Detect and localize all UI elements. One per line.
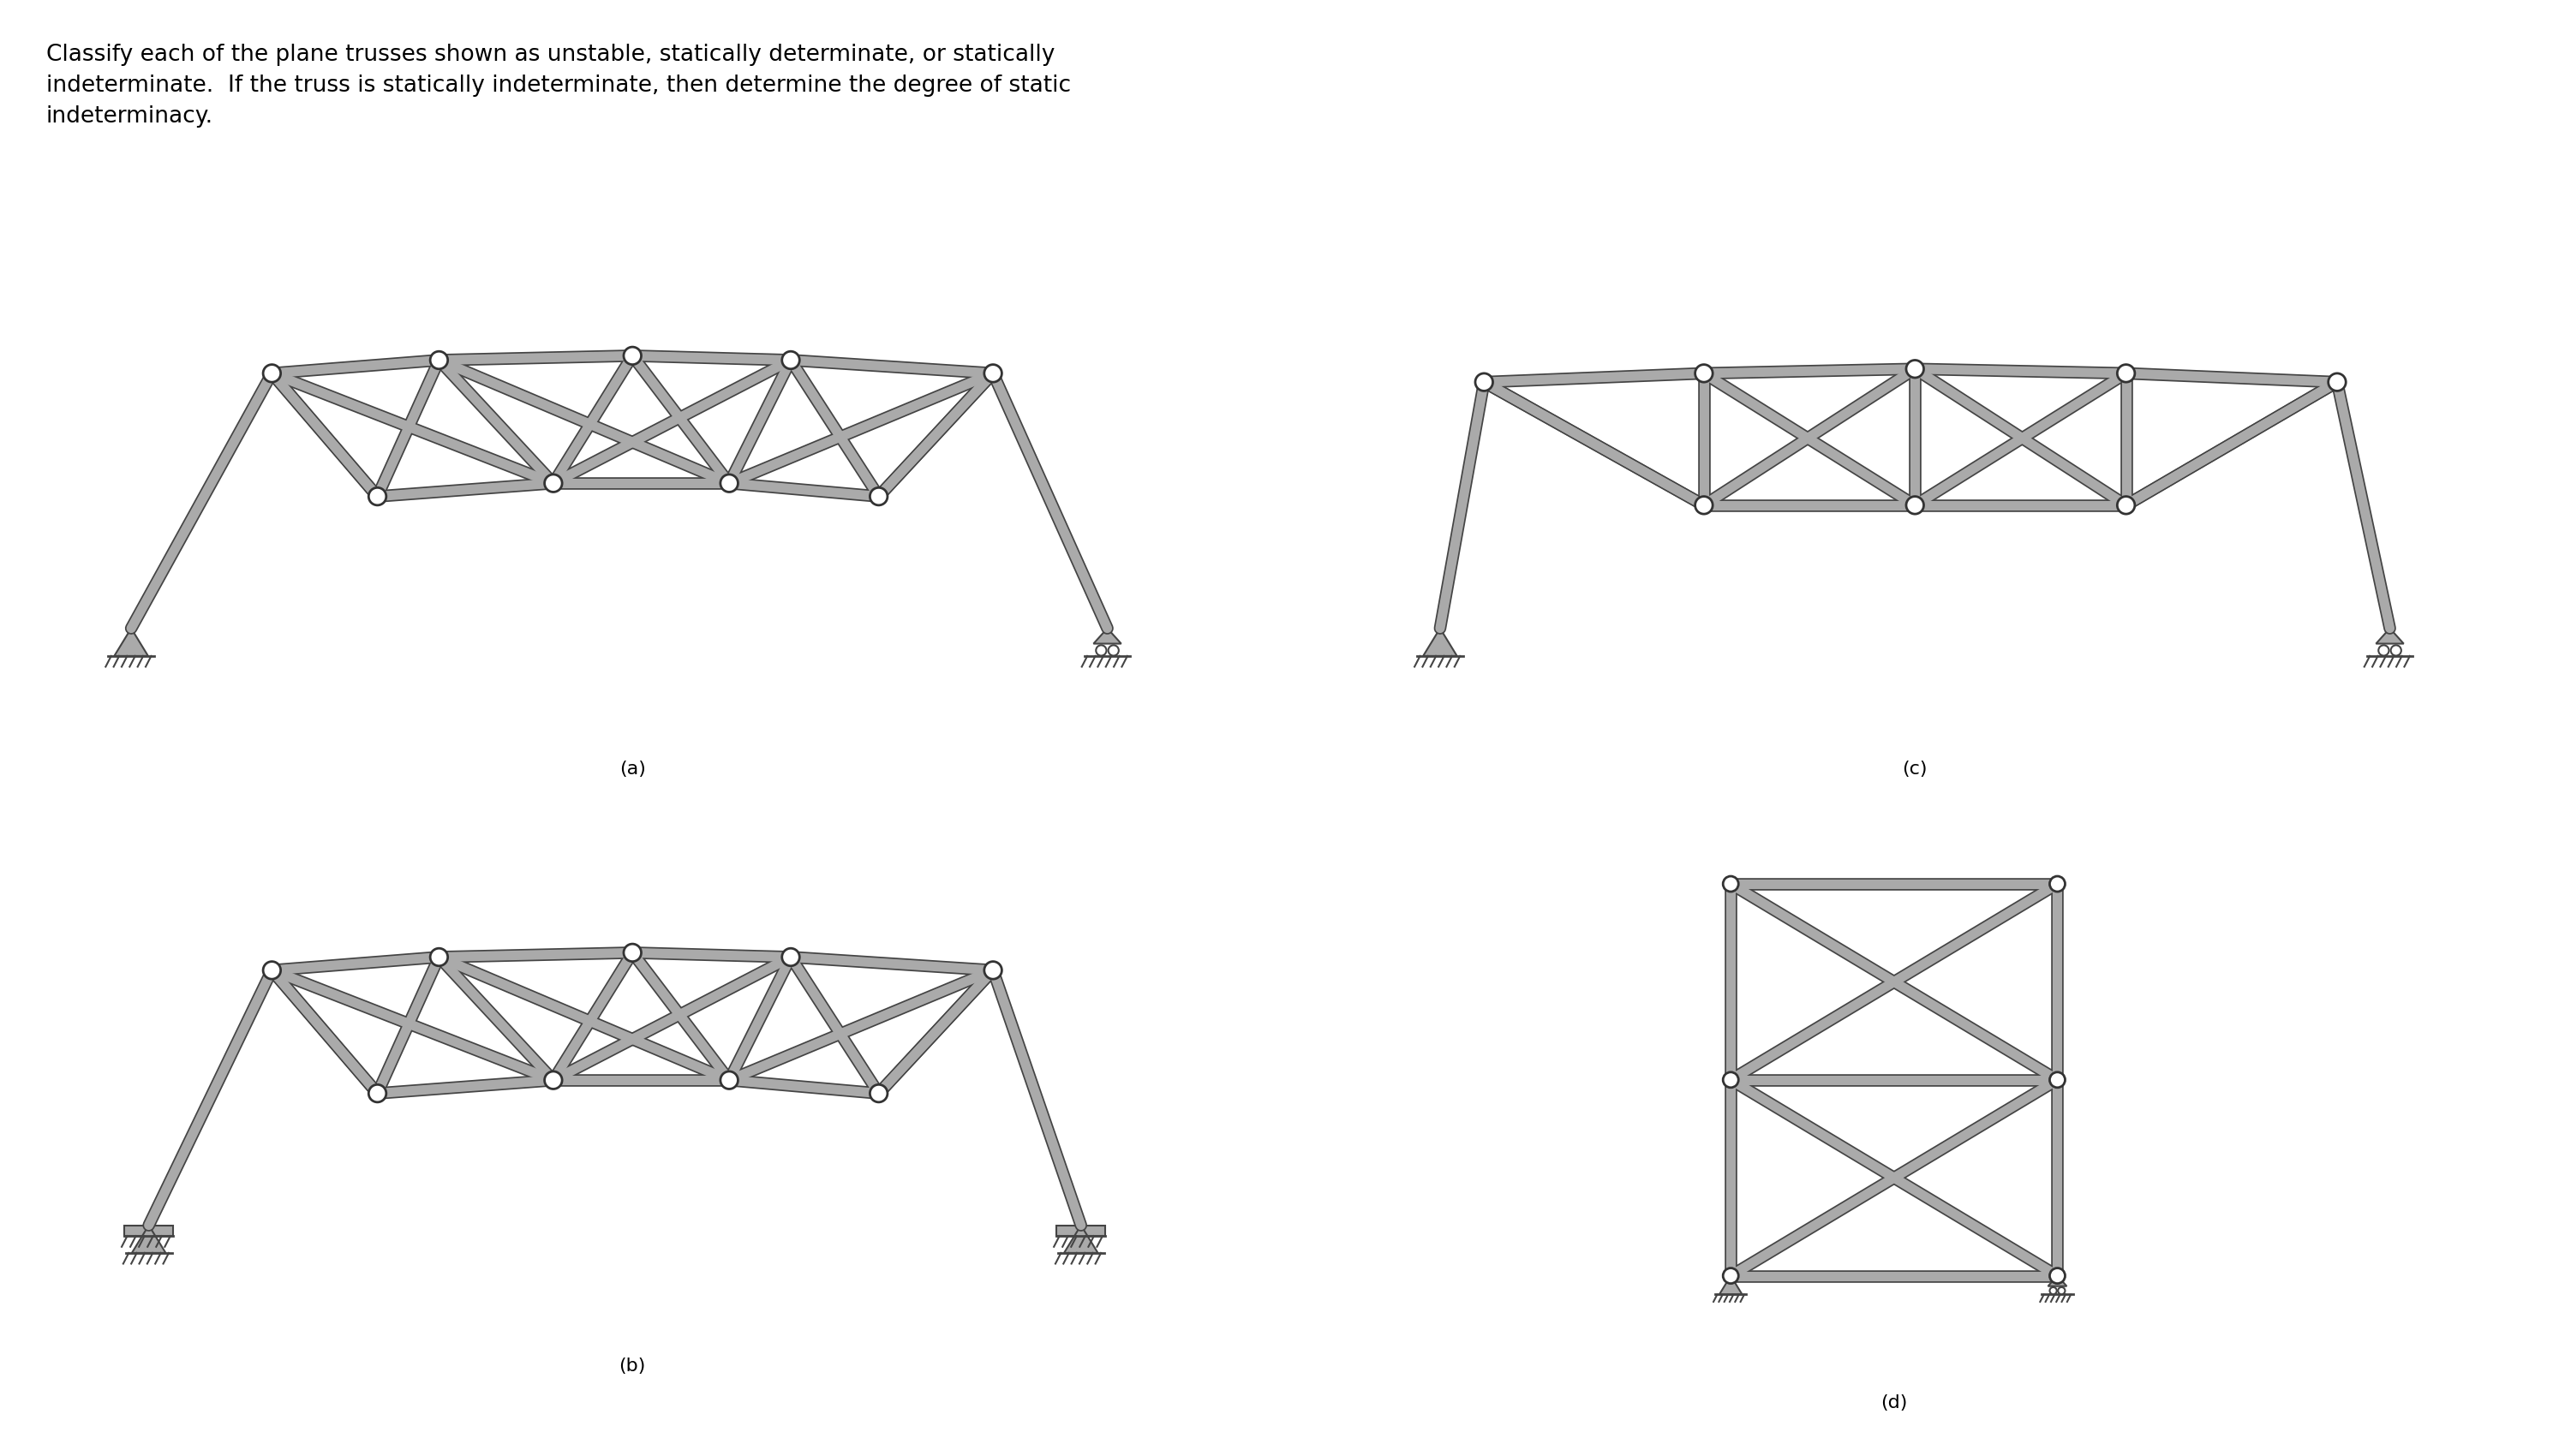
Polygon shape	[1093, 629, 1121, 644]
FancyBboxPatch shape	[123, 1226, 174, 1236]
Circle shape	[544, 1072, 562, 1089]
Circle shape	[264, 364, 280, 381]
Polygon shape	[131, 1226, 167, 1254]
Circle shape	[1724, 1072, 1739, 1088]
Text: (d): (d)	[1880, 1395, 1908, 1412]
Circle shape	[1724, 877, 1739, 891]
Circle shape	[721, 1072, 739, 1089]
Circle shape	[544, 475, 562, 492]
Polygon shape	[1719, 1275, 1742, 1294]
Circle shape	[2049, 877, 2065, 891]
Circle shape	[721, 475, 739, 492]
Polygon shape	[2047, 1275, 2067, 1286]
Circle shape	[2116, 364, 2134, 381]
Circle shape	[2049, 1072, 2065, 1088]
Circle shape	[985, 961, 1003, 978]
Circle shape	[870, 488, 887, 505]
Circle shape	[1906, 360, 1924, 377]
Circle shape	[431, 948, 449, 965]
Polygon shape	[1064, 1226, 1098, 1254]
Circle shape	[2057, 1287, 2065, 1294]
Circle shape	[782, 948, 800, 965]
Circle shape	[2329, 373, 2347, 390]
Text: (c): (c)	[1903, 760, 1926, 778]
Circle shape	[985, 364, 1003, 381]
Circle shape	[2378, 645, 2388, 655]
Circle shape	[870, 1085, 887, 1102]
Circle shape	[2116, 496, 2134, 514]
Circle shape	[1906, 496, 1924, 514]
Circle shape	[2049, 1268, 2065, 1284]
Circle shape	[1108, 645, 1118, 655]
Circle shape	[623, 347, 641, 364]
FancyBboxPatch shape	[1057, 1226, 1106, 1236]
Circle shape	[782, 351, 800, 368]
Circle shape	[369, 488, 387, 505]
Polygon shape	[2375, 629, 2403, 644]
Text: (b): (b)	[618, 1357, 646, 1374]
Polygon shape	[1424, 629, 1457, 657]
Circle shape	[1475, 373, 1493, 390]
Circle shape	[1695, 496, 1713, 514]
Circle shape	[2049, 1287, 2057, 1294]
Text: (a): (a)	[618, 760, 646, 778]
Circle shape	[623, 943, 641, 961]
Circle shape	[369, 1085, 387, 1102]
Circle shape	[1695, 364, 1713, 381]
Circle shape	[1095, 645, 1106, 655]
Text: Classify each of the plane trusses shown as unstable, statically determinate, or: Classify each of the plane trusses shown…	[46, 44, 1072, 128]
Circle shape	[264, 961, 280, 978]
Circle shape	[431, 351, 449, 368]
Polygon shape	[115, 629, 149, 657]
Circle shape	[1724, 1268, 1739, 1284]
Circle shape	[2391, 645, 2401, 655]
